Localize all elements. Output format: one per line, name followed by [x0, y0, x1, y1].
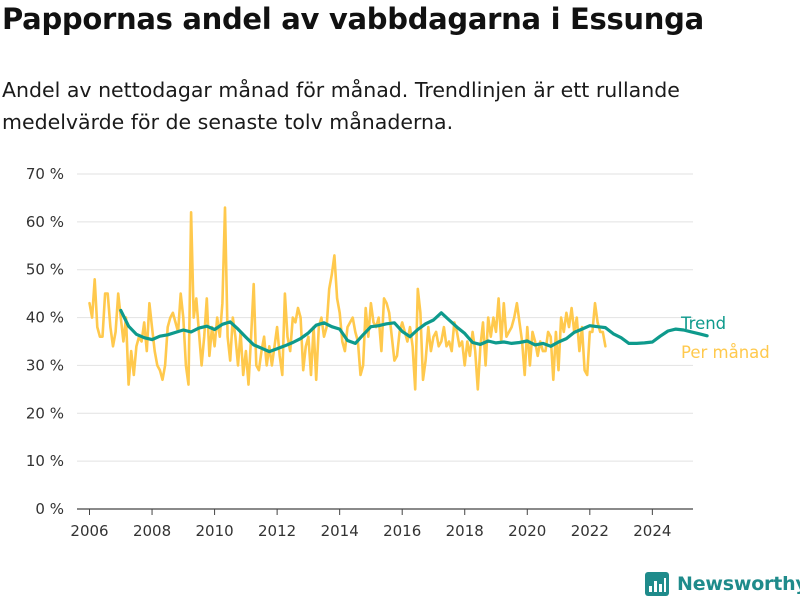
- newsworthy-logo: Newsworthy: [645, 569, 800, 599]
- y-grid: [77, 173, 693, 510]
- x-tick-label: 2008: [133, 522, 171, 540]
- y-tick-labels: 0 % 10 % 20 % 30 % 40 % 50 % 60 % 70 %: [26, 165, 64, 518]
- y-tick-label: 40 %: [26, 309, 64, 327]
- y-tick-label: 60 %: [26, 213, 64, 231]
- monthly-label: Per månad: [681, 343, 770, 362]
- x-tick-label: 2006: [70, 522, 108, 540]
- series-end-labels: Trend Per månad: [680, 314, 770, 362]
- bar-chart-logo-icon: [645, 572, 669, 596]
- x-tick-label: 2016: [383, 522, 421, 540]
- series-lines: [88, 206, 709, 391]
- y-tick-label: 30 %: [26, 356, 64, 374]
- x-tick-label: 2018: [446, 522, 484, 540]
- y-tick-label: 0 %: [35, 500, 64, 518]
- y-tick-label: 20 %: [26, 404, 64, 422]
- trend-line: [119, 308, 709, 354]
- y-tick-label: 70 %: [26, 165, 64, 183]
- x-tick-label: 2014: [321, 522, 359, 540]
- brand-name: Newsworthy: [677, 573, 800, 595]
- x-tick-label: 2024: [633, 522, 671, 540]
- page-subtitle: Andel av nettodagar månad för månad. Tre…: [2, 78, 680, 134]
- x-tick-label: 2012: [258, 522, 296, 540]
- x-tick-label: 2022: [571, 522, 609, 540]
- monthly-line: [88, 206, 607, 391]
- y-tick-label: 50 %: [26, 261, 64, 279]
- x-axis: 2006 2008 2010 2012 2014 2016 2018 2020 2022 2024: [70, 509, 671, 540]
- x-tick-label: 2020: [508, 522, 546, 540]
- x-tick-label: 2010: [195, 522, 233, 540]
- page-title: Pappornas andel av vabbdagarna i Essunga: [2, 2, 704, 36]
- trend-label: Trend: [680, 314, 726, 333]
- line-chart: 0 % 10 % 20 % 30 % 40 % 50 % 60 % 70 % 2006 2008…: [26, 165, 770, 540]
- y-tick-label: 10 %: [26, 452, 64, 470]
